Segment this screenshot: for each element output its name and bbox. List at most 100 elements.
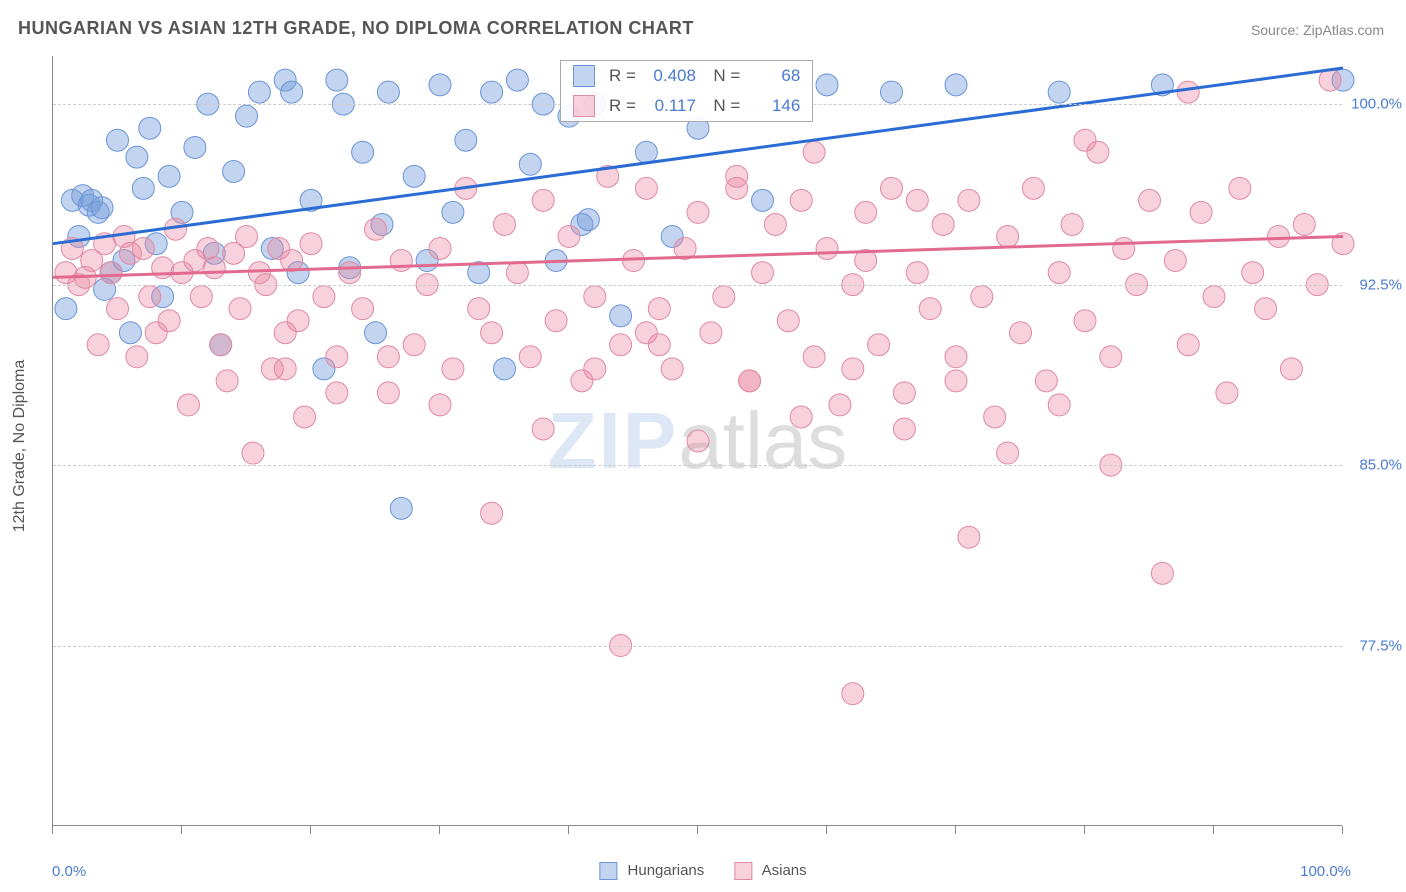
- data-point-asians: [790, 189, 812, 211]
- data-point-hungarians: [455, 129, 477, 151]
- data-point-hungarians: [184, 136, 206, 158]
- data-point-hungarians: [236, 105, 258, 127]
- data-point-asians: [713, 286, 735, 308]
- x-axis-label-max: 100.0%: [1300, 863, 1351, 880]
- data-point-asians: [648, 298, 670, 320]
- stats-n-label: N =: [704, 66, 740, 86]
- data-point-asians: [126, 346, 148, 368]
- data-point-asians: [390, 250, 412, 272]
- stats-legend: R = 0.408 N = 68 R = 0.117 N = 146: [560, 60, 813, 122]
- plot-svg: [53, 56, 1342, 825]
- data-point-hungarians: [223, 161, 245, 183]
- data-point-asians: [1048, 394, 1070, 416]
- stats-n-hungarians: 68: [748, 66, 800, 86]
- legend-label-asians: Asians: [762, 862, 807, 879]
- data-point-asians: [1268, 225, 1290, 247]
- y-tick-label: 85.0%: [1359, 457, 1402, 474]
- x-ticks: [52, 826, 1342, 836]
- data-point-asians: [216, 370, 238, 392]
- data-point-hungarians: [132, 177, 154, 199]
- data-point-asians: [1242, 262, 1264, 284]
- data-point-asians: [481, 322, 503, 344]
- data-point-hungarians: [1048, 81, 1070, 103]
- x-tick: [1084, 826, 1085, 834]
- data-point-asians: [403, 334, 425, 356]
- data-point-asians: [274, 358, 296, 380]
- data-point-asians: [287, 310, 309, 332]
- data-point-asians: [829, 394, 851, 416]
- data-point-asians: [1164, 250, 1186, 272]
- data-point-asians: [661, 358, 683, 380]
- x-axis-label-min: 0.0%: [52, 863, 86, 880]
- data-point-asians: [1216, 382, 1238, 404]
- data-point-asians: [300, 233, 322, 255]
- x-tick: [826, 826, 827, 834]
- data-point-asians: [177, 394, 199, 416]
- data-point-asians: [803, 141, 825, 163]
- stats-row-asians: R = 0.117 N = 146: [561, 91, 812, 121]
- gridline: [53, 465, 1342, 466]
- data-point-asians: [958, 526, 980, 548]
- data-point-asians: [532, 189, 554, 211]
- data-point-asians: [326, 346, 348, 368]
- data-point-asians: [584, 358, 606, 380]
- x-tick: [310, 826, 311, 834]
- data-point-asians: [1151, 562, 1173, 584]
- data-point-asians: [906, 189, 928, 211]
- data-point-asians: [648, 334, 670, 356]
- data-point-hungarians: [55, 298, 77, 320]
- chart-container: HUNGARIAN VS ASIAN 12TH GRADE, NO DIPLOM…: [0, 0, 1406, 892]
- data-point-asians: [1074, 129, 1096, 151]
- x-tick: [697, 826, 698, 834]
- stats-r-hungarians: 0.408: [644, 66, 696, 86]
- data-point-asians: [326, 382, 348, 404]
- data-point-hungarians: [126, 146, 148, 168]
- data-point-asians: [429, 238, 451, 260]
- data-point-asians: [532, 418, 554, 440]
- data-point-asians: [1319, 69, 1341, 91]
- data-point-asians: [506, 262, 528, 284]
- y-axis-label: 12th Grade, No Diploma: [11, 360, 29, 533]
- data-point-asians: [1203, 286, 1225, 308]
- data-point-asians: [726, 177, 748, 199]
- data-point-asians: [752, 262, 774, 284]
- legend-label-hungarians: Hungarians: [628, 862, 705, 879]
- x-tick: [568, 826, 569, 834]
- y-tick-label: 77.5%: [1359, 637, 1402, 654]
- data-point-asians: [739, 370, 761, 392]
- data-point-asians: [442, 358, 464, 380]
- data-point-hungarians: [945, 74, 967, 96]
- bottom-legend: Hungarians Asians: [599, 862, 806, 880]
- data-point-asians: [700, 322, 722, 344]
- data-point-asians: [868, 334, 890, 356]
- data-point-asians: [997, 442, 1019, 464]
- data-point-asians: [855, 201, 877, 223]
- chart-title: HUNGARIAN VS ASIAN 12TH GRADE, NO DIPLOM…: [18, 18, 694, 39]
- data-point-asians: [816, 238, 838, 260]
- data-point-asians: [242, 442, 264, 464]
- data-point-hungarians: [281, 81, 303, 103]
- stats-n-label: N =: [704, 96, 740, 116]
- data-point-asians: [790, 406, 812, 428]
- stats-n-asians: 146: [748, 96, 800, 116]
- data-point-asians: [764, 213, 786, 235]
- data-point-asians: [1061, 213, 1083, 235]
- data-point-asians: [777, 310, 799, 332]
- stats-r-label: R =: [609, 96, 636, 116]
- legend-item-hungarians: Hungarians: [599, 862, 704, 880]
- data-point-hungarians: [91, 197, 113, 219]
- data-point-hungarians: [390, 497, 412, 519]
- data-point-asians: [984, 406, 1006, 428]
- data-point-asians: [377, 346, 399, 368]
- data-point-hungarians: [107, 129, 129, 151]
- data-point-hungarians: [403, 165, 425, 187]
- data-point-asians: [339, 262, 361, 284]
- data-point-asians: [1113, 238, 1135, 260]
- data-point-asians: [842, 358, 864, 380]
- legend-item-asians: Asians: [734, 862, 806, 880]
- gridline: [53, 646, 1342, 647]
- data-point-asians: [1139, 189, 1161, 211]
- data-point-asians: [945, 370, 967, 392]
- data-point-asians: [1177, 334, 1199, 356]
- data-point-asians: [635, 177, 657, 199]
